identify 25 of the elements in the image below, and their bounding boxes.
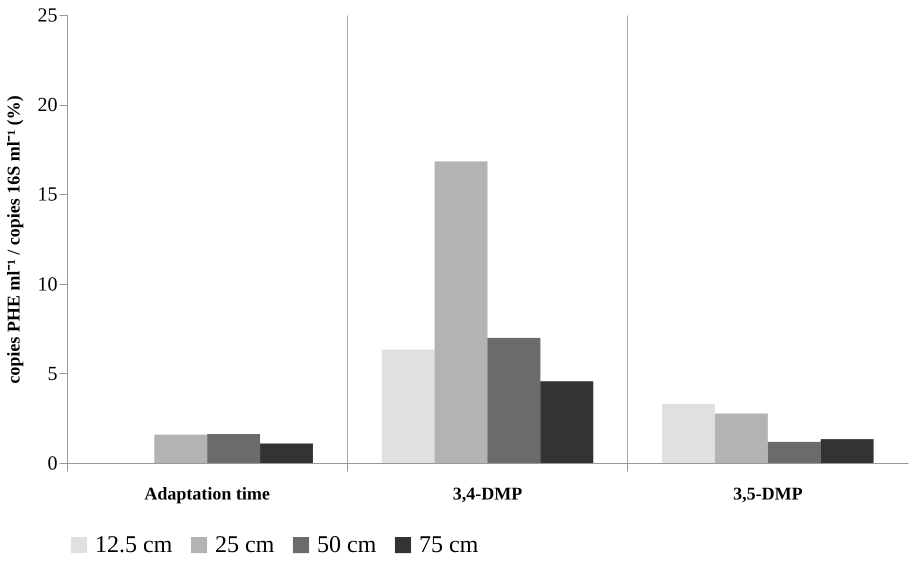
y-tick-label: 20 xyxy=(38,94,58,116)
y-tick-label: 10 xyxy=(38,273,58,296)
y-tick-label: 5 xyxy=(48,362,58,385)
bar xyxy=(714,414,768,463)
y-axis-title: copies PHE ml⁻¹ / copies 16S ml⁻¹ (%) xyxy=(4,95,24,384)
legend-label: 50 cm xyxy=(317,532,377,558)
x-tick-label: Adaptation time xyxy=(144,484,270,504)
x-tick-label: 3,4-DMP xyxy=(452,484,522,504)
bar xyxy=(488,338,540,463)
legend-label: 25 cm xyxy=(215,532,275,558)
legend-label: 75 cm xyxy=(419,532,479,558)
bar xyxy=(768,442,821,463)
bar xyxy=(820,439,874,463)
bar xyxy=(662,404,715,463)
y-tick-label: 15 xyxy=(38,184,58,206)
bar xyxy=(382,350,435,463)
bar xyxy=(154,434,208,463)
x-tick-label: 3,5-DMP xyxy=(733,484,803,504)
y-tick-label: 0 xyxy=(48,452,58,474)
bar xyxy=(260,443,313,463)
bar xyxy=(207,434,260,463)
bar xyxy=(434,161,488,463)
legend-label: 12.5 cm xyxy=(95,532,173,558)
y-tick-label: 25 xyxy=(38,4,58,26)
bar xyxy=(540,381,594,463)
